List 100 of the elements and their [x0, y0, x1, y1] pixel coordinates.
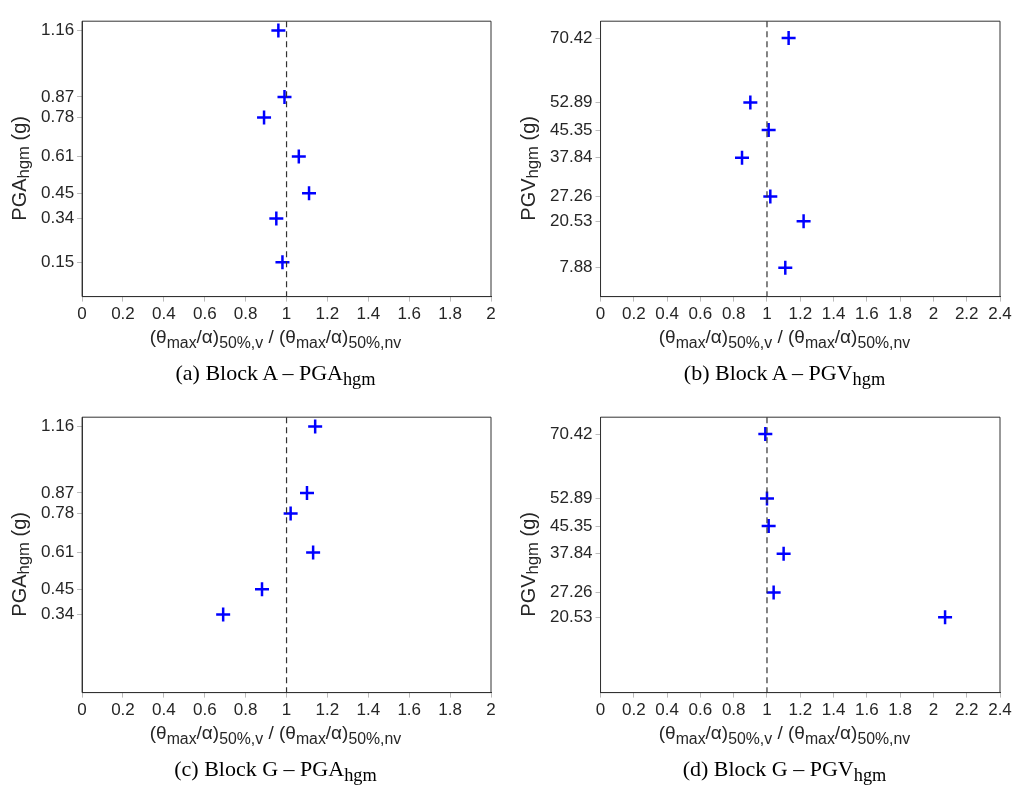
point	[760, 517, 777, 535]
point	[306, 418, 324, 435]
y-tick-label: 0.45	[40, 183, 75, 203]
x-tick-label: 0	[595, 700, 606, 720]
x-tick-label: 2.4	[988, 700, 1012, 720]
point	[298, 484, 316, 502]
x-tick-label: 0.8	[233, 700, 258, 720]
point	[253, 581, 271, 598]
point	[936, 608, 954, 626]
point	[765, 584, 782, 601]
y-tick-label: 0.34	[40, 208, 75, 228]
text: (a) Block A – PGA$_{hgm}$	[174, 360, 377, 391]
x-tick-label: 2.2	[954, 304, 979, 324]
x-tick-label: 0.2	[622, 304, 646, 324]
x-tick-label: 2	[486, 304, 496, 324]
y-tick-label: 1.16	[40, 416, 75, 436]
y-tick-label: 27.26	[549, 186, 593, 206]
point	[274, 253, 291, 271]
x-tick-label: 1.2	[315, 700, 340, 720]
point	[780, 29, 797, 47]
x-tick-label: 1	[281, 700, 292, 720]
point	[290, 148, 308, 165]
x-tick-label: 2.4	[988, 304, 1012, 324]
y-tick-label: 0.78	[40, 107, 75, 127]
x-axis-title: (θ$_{max}$/α)$_{50%,v}$ / (θ$_{max}$/α)$_{50%,nv}$	[657, 326, 912, 352]
point	[214, 606, 232, 623]
x-tick-label: 0	[77, 304, 87, 324]
x-tick-label: 0.6	[192, 700, 217, 720]
x-tick-label: 1.4	[821, 304, 846, 324]
x-tick-label: 0.8	[721, 304, 746, 324]
point	[775, 545, 792, 562]
x-tick-label: 2	[928, 700, 939, 720]
point	[276, 88, 293, 106]
y-tick-label: 0.61	[40, 146, 75, 166]
y-tick-label: 0.34	[40, 604, 75, 624]
point	[282, 505, 299, 522]
x-tick-label: 1.6	[855, 304, 879, 324]
point	[760, 121, 777, 139]
x-tick-label: 0.4	[655, 304, 679, 324]
x-tick-label: 0.8	[233, 304, 258, 324]
point	[268, 210, 285, 227]
x-tick-label: 1.4	[356, 700, 381, 720]
x-tick-label: 0.4	[655, 700, 679, 720]
x-tick-label: 0.6	[192, 304, 217, 324]
y-tick-label: 0.87	[40, 482, 75, 502]
x-tick-label: 0.6	[688, 700, 713, 720]
point	[270, 22, 287, 39]
y-tick-label: 20.53	[549, 606, 593, 626]
x-tick-label: 0.4	[152, 304, 176, 324]
point	[255, 109, 273, 126]
y-tick-label: 7.88	[559, 257, 593, 277]
x-tick-label: 1	[762, 304, 772, 324]
point	[742, 94, 759, 111]
point	[300, 185, 318, 202]
x-tick-label: 0.2	[111, 700, 135, 720]
y-tick-label: 20.53	[549, 210, 593, 230]
y-tick-label: 0.61	[40, 542, 75, 562]
text: (b) Block A – PGV$_{hgm}$	[682, 360, 887, 391]
y-tick-label: 0.78	[40, 503, 75, 523]
text: (c) Block G – PGA$_{hgm}$	[173, 756, 378, 787]
x-axis-title: (θ$_{max}$/α)$_{50%,v}$ / (θ$_{max}$/α)$_{50%,nv}$	[148, 722, 403, 748]
x-tick-label: 2.2	[954, 700, 979, 720]
y-tick-label: 52.89	[549, 92, 593, 112]
y-tick-label: 45.35	[549, 119, 593, 139]
y-tick-label: 27.26	[549, 582, 593, 602]
x-tick-label: 0.4	[152, 700, 176, 720]
x-tick-label: 0.2	[622, 700, 646, 720]
point	[777, 259, 794, 276]
text: (d) Block G – PGV$_{hgm}$	[681, 756, 888, 787]
y-tick-label: 45.35	[549, 515, 593, 535]
x-tick-label: 1.6	[397, 304, 422, 324]
point	[795, 212, 812, 230]
x-tick-label: 0	[77, 700, 87, 720]
x-tick-label: 1.6	[855, 700, 879, 720]
y-tick-label: 0.15	[40, 251, 75, 271]
y-tick-label: 0.87	[40, 86, 75, 106]
x-tick-label: 2	[486, 700, 496, 720]
y-tick-label: 70.42	[549, 423, 593, 443]
y-tick-label: 37.84	[549, 147, 593, 167]
x-tick-label: 0.2	[111, 304, 135, 324]
x-tick-label: 1.8	[438, 700, 462, 720]
point	[762, 188, 779, 205]
x-axis-title: (θ$_{max}$/α)$_{50%,v}$ / (θ$_{max}$/α)$_{50%,nv}$	[657, 722, 912, 748]
x-tick-label: 1.6	[397, 700, 422, 720]
point	[304, 544, 322, 561]
y-tick-label: 52.89	[549, 488, 593, 508]
x-tick-label: 1	[281, 304, 292, 324]
x-tick-label: 1.2	[788, 700, 813, 720]
y-tick-label: 37.84	[549, 543, 593, 563]
x-tick-label: 1	[762, 700, 772, 720]
point	[757, 425, 774, 443]
point	[733, 149, 751, 166]
x-axis-title: (θ$_{max}$/α)$_{50%,v}$ / (θ$_{max}$/α)$_{50%,nv}$	[148, 326, 403, 352]
x-tick-label: 1.8	[888, 700, 912, 720]
x-tick-label: 1.2	[788, 304, 813, 324]
x-tick-label: 1.8	[888, 304, 912, 324]
x-tick-label: 0	[595, 304, 606, 324]
x-tick-label: 0.6	[688, 304, 713, 324]
y-tick-label: 70.42	[549, 27, 593, 47]
x-tick-label: 1.8	[438, 304, 462, 324]
